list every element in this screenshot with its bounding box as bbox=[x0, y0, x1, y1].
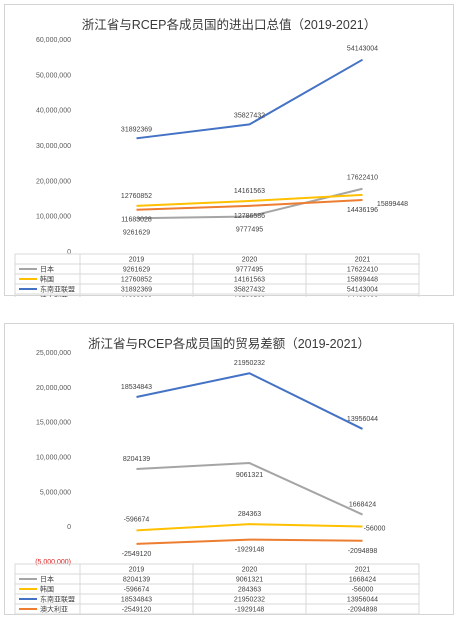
chart-panel-trade-total: 浙江省与RCEP各成员国的进出口总值（2019-2021） 0 10,000,00… bbox=[4, 4, 454, 298]
y-tick-label: 40,000,000 bbox=[36, 108, 71, 115]
series-line bbox=[136, 538, 363, 545]
data-label: -596674 bbox=[124, 516, 150, 523]
series-line bbox=[136, 58, 363, 140]
legend-label: 东南亚联盟 bbox=[40, 595, 75, 604]
series-line bbox=[136, 187, 363, 220]
category-label: 2019 bbox=[129, 257, 145, 264]
data-label: 284363 bbox=[238, 511, 261, 518]
category-label: 2021 bbox=[355, 567, 371, 574]
table-cell: 1668424 bbox=[349, 577, 376, 584]
data-label: 31892369 bbox=[121, 126, 152, 133]
legend-label: 澳大利亚 bbox=[40, 295, 68, 298]
table-cell: -1929148 bbox=[235, 607, 265, 614]
data-label: 54143004 bbox=[347, 46, 378, 53]
table-cell: 21950232 bbox=[234, 597, 265, 604]
data-label: 21950232 bbox=[234, 360, 265, 367]
y-tick-label: 30,000,000 bbox=[36, 143, 71, 150]
table-cell: 14161563 bbox=[234, 277, 265, 284]
data-table: 2019 2020 2021 日本 8204139 9061321 1668424 韩国 -59… bbox=[14, 563, 420, 615]
data-label: 12786586 bbox=[234, 213, 265, 220]
table-cell: 35827432 bbox=[234, 287, 265, 294]
y-tick-label: 25,000,000 bbox=[36, 350, 71, 357]
data-label: -56000 bbox=[364, 526, 386, 533]
table-cell: 18534843 bbox=[121, 597, 152, 604]
table-cell: 14436196 bbox=[347, 297, 378, 298]
category-label: 2020 bbox=[242, 257, 258, 264]
y-tick-label: 20,000,000 bbox=[36, 178, 71, 185]
y-tick-label: 50,000,000 bbox=[36, 72, 71, 79]
legend-label: 韩国 bbox=[40, 275, 54, 284]
table-cell: 11683028 bbox=[121, 297, 152, 298]
table-cell: -56000 bbox=[352, 587, 374, 594]
table-cell: 31892369 bbox=[121, 287, 152, 294]
data-table: 2019 2020 2021 日本 9261629 9777495 17622410 韩国 12… bbox=[14, 253, 420, 298]
table-cell: 9261629 bbox=[123, 267, 150, 274]
y-tick-label: 0 bbox=[67, 524, 71, 531]
data-label: -2549120 bbox=[122, 551, 152, 558]
category-label: 2021 bbox=[355, 257, 371, 264]
legend-label: 韩国 bbox=[40, 585, 54, 594]
table-cell: 13956044 bbox=[347, 597, 378, 604]
data-label: -1929148 bbox=[235, 547, 265, 554]
y-tick-label: 5,000,000 bbox=[40, 489, 71, 496]
chart-trade-total: 0 10,000,000 20,000,000 30,000,000 40,000,00… bbox=[14, 37, 420, 298]
data-label: -2094898 bbox=[348, 548, 378, 555]
category-label: 2019 bbox=[129, 567, 145, 574]
chart-panel-trade-balance: 浙江省与RCEP各成员国的贸易差额（2019-2021） (5,000,000)… bbox=[4, 323, 454, 615]
data-label: 1668424 bbox=[349, 502, 376, 509]
table-cell: -596674 bbox=[124, 587, 150, 594]
y-tick-label: (5,000,000) bbox=[35, 559, 71, 566]
chart-title: 浙江省与RCEP各成员国的贸易差额（2019-2021） bbox=[87, 337, 370, 351]
legend-label: 日本 bbox=[40, 265, 54, 274]
data-label: 13956044 bbox=[347, 416, 378, 423]
data-label: 35827432 bbox=[234, 112, 265, 119]
series-line bbox=[136, 523, 363, 532]
data-label: 11683028 bbox=[121, 217, 152, 224]
chart-trade-balance: (5,000,000) 0 5,000,000 10,000,000 15,000,00… bbox=[14, 350, 420, 615]
table-cell: 54143004 bbox=[347, 287, 378, 294]
category-label: 2020 bbox=[242, 567, 258, 574]
series-line bbox=[136, 198, 363, 211]
table-cell: 15899448 bbox=[347, 277, 378, 284]
series-line bbox=[136, 193, 363, 207]
table-cell: -2549120 bbox=[122, 607, 152, 614]
series-line bbox=[136, 372, 363, 430]
table-cell: 8204139 bbox=[123, 577, 150, 584]
data-label: 14161563 bbox=[234, 188, 265, 195]
legend-label: 澳大利亚 bbox=[40, 605, 68, 614]
table-cell: 9061321 bbox=[236, 577, 263, 584]
data-label: 9061321 bbox=[236, 472, 263, 479]
data-label: 15899448 bbox=[377, 201, 408, 208]
series-line bbox=[136, 462, 363, 516]
y-tick-label: 60,000,000 bbox=[36, 37, 71, 44]
legend-label: 日本 bbox=[40, 575, 54, 584]
table-cell: 17622410 bbox=[347, 267, 378, 274]
table-cell: 9777495 bbox=[236, 267, 263, 274]
chart-title: 浙江省与RCEP各成员国的进出口总值（2019-2021） bbox=[81, 18, 377, 32]
table-cell: -2094898 bbox=[348, 607, 378, 614]
data-label: 12760852 bbox=[121, 193, 152, 200]
table-cell: 12786586 bbox=[234, 297, 265, 298]
table-cell: 284363 bbox=[238, 587, 261, 594]
data-label: 9261629 bbox=[123, 229, 150, 236]
data-label: 8204139 bbox=[123, 456, 150, 463]
y-tick-label: 0 bbox=[67, 249, 71, 256]
data-label: 17622410 bbox=[347, 175, 378, 182]
legend-label: 东南亚联盟 bbox=[40, 285, 75, 294]
table-cell: 12760852 bbox=[121, 277, 152, 284]
data-label: 18534843 bbox=[121, 384, 152, 391]
y-tick-label: 15,000,000 bbox=[36, 420, 71, 427]
y-tick-label: 10,000,000 bbox=[36, 214, 71, 221]
y-tick-label: 20,000,000 bbox=[36, 385, 71, 392]
data-label: 14436196 bbox=[347, 207, 378, 214]
y-tick-label: 10,000,000 bbox=[36, 455, 71, 462]
data-label: 9777495 bbox=[236, 226, 263, 233]
